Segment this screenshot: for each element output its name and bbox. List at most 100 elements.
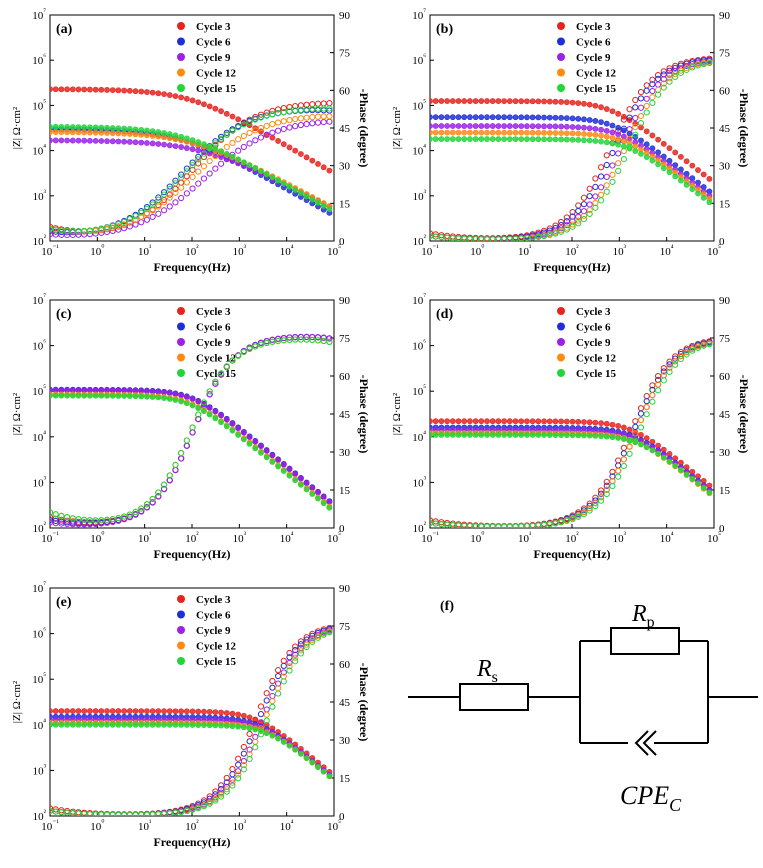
y-right-tick-label: 30	[719, 161, 731, 173]
phase-point	[495, 236, 502, 241]
impedance-point	[178, 722, 185, 728]
y-right-tick-label: 75	[339, 333, 351, 345]
phase-point	[615, 462, 622, 469]
impedance-point	[212, 145, 219, 152]
impedance-point	[603, 133, 610, 140]
phase-point	[643, 393, 650, 400]
impedance-point	[149, 128, 156, 135]
impedance-point	[303, 193, 310, 200]
impedance-point	[603, 420, 610, 427]
impedance-point	[320, 500, 327, 507]
phase-point	[558, 218, 565, 226]
phase-point	[81, 231, 88, 238]
phase-point	[257, 341, 265, 348]
impedance-point	[558, 130, 565, 136]
impedance-point	[109, 125, 116, 131]
phase-point	[654, 387, 662, 394]
phase-point	[269, 697, 276, 705]
phase-point	[632, 131, 639, 138]
phase-point	[320, 113, 327, 120]
phase-point	[660, 80, 667, 87]
phase-point	[297, 333, 305, 341]
phase-point	[269, 129, 276, 136]
impedance-point	[315, 764, 321, 770]
series-cycle-15	[430, 59, 713, 241]
impedance-point	[235, 156, 242, 163]
series-cycle-12	[50, 336, 333, 524]
phase-point	[52, 806, 59, 813]
impedance-point	[558, 432, 565, 438]
phase-point	[252, 738, 259, 745]
phase-point	[160, 481, 168, 488]
legend-label: Cycle 3	[196, 594, 231, 606]
phase-point	[615, 467, 622, 474]
phase-point	[195, 416, 202, 423]
impedance-point	[326, 206, 333, 213]
impedance-point	[64, 721, 71, 728]
impedance-point	[240, 712, 247, 719]
phase-point	[132, 508, 139, 515]
phase-point	[660, 368, 667, 375]
phase-point	[620, 116, 627, 123]
phase-point	[121, 811, 128, 816]
rs-resistor	[459, 683, 529, 711]
impedance-point	[298, 190, 304, 197]
phase-point	[449, 234, 456, 241]
phase-point	[189, 185, 196, 192]
y-left-tick-label: 10⁷	[412, 292, 426, 307]
impedance-point	[292, 187, 299, 193]
phase-point	[569, 516, 576, 523]
phase-point	[274, 106, 282, 113]
phase-point	[632, 114, 639, 122]
phase-point	[597, 191, 605, 198]
phase-point	[58, 809, 65, 816]
phase-point	[649, 87, 656, 95]
y-left-tick-label: 10⁷	[32, 7, 46, 22]
impedance-point	[161, 91, 167, 97]
impedance-point	[87, 129, 93, 136]
impedance-point	[695, 190, 701, 197]
impedance-point	[484, 129, 490, 136]
phase-point	[672, 70, 679, 78]
phase-point	[592, 175, 599, 182]
phase-point	[292, 654, 299, 661]
phase-point	[309, 336, 316, 344]
impedance-point	[592, 432, 599, 439]
phase-point	[246, 345, 253, 353]
impedance-point	[512, 123, 519, 129]
phase-point	[92, 811, 99, 816]
impedance-point	[87, 721, 93, 728]
impedance-point	[706, 176, 713, 182]
impedance-point	[683, 471, 690, 478]
x-tick-label: 10²	[185, 530, 199, 545]
impedance-point	[672, 173, 679, 180]
y-right-tick-label: 45	[719, 123, 731, 135]
phase-point	[252, 113, 259, 121]
phase-point	[689, 347, 696, 354]
series-group	[50, 333, 333, 528]
phase-point	[183, 168, 190, 175]
impedance-point	[552, 136, 559, 143]
impedance-point	[586, 131, 593, 138]
impedance-point	[58, 137, 65, 144]
phase-point	[149, 499, 156, 506]
phase-point	[580, 215, 588, 223]
y-left-tick-label: 10⁴	[32, 717, 46, 732]
phase-point	[178, 194, 185, 202]
phase-point	[178, 455, 185, 462]
phase-point	[529, 522, 536, 528]
phase-point	[217, 791, 225, 798]
phase-point	[626, 114, 633, 121]
impedance-point	[172, 143, 179, 150]
phase-point	[274, 110, 282, 117]
phase-point	[235, 771, 242, 778]
chart-panel-e: 10⁻¹ 10⁰ 10¹ 10² 10³ 10⁴ 10⁵ 10² 10³ 10⁴ 10⁵ 10⁶ 10⁷…	[11, 580, 371, 849]
phase-point	[240, 762, 247, 769]
impedance-point	[166, 92, 173, 98]
impedance-point	[489, 432, 496, 438]
phase-point	[643, 109, 650, 116]
series-cycle-12	[50, 113, 333, 235]
impedance-point	[643, 444, 650, 451]
phase-point	[672, 68, 679, 75]
legend-label: Cycle 6	[196, 322, 231, 334]
